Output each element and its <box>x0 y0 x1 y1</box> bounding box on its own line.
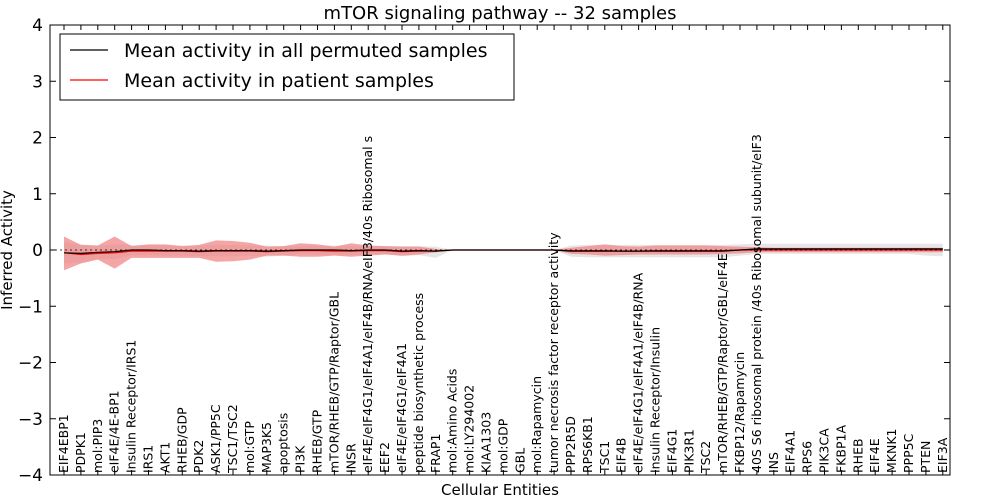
x-tick-label: EEF2 <box>377 442 392 473</box>
x-tick-label: AKT1 <box>157 442 172 473</box>
x-axis-label: Cellular Entities <box>441 481 559 499</box>
x-tick-label: apoptosis <box>276 413 291 473</box>
x-tick-label: Insulin Receptor/Insulin <box>648 327 663 473</box>
y-axis-label: Inferred Activity <box>0 190 16 310</box>
y-tick-label: −1 <box>18 297 43 317</box>
x-tick-label: INSR <box>343 443 358 473</box>
y-tick-label: 2 <box>32 129 43 149</box>
y-tick-label: 0 <box>32 241 43 261</box>
x-tick-label: MAP3K5 <box>259 422 274 473</box>
x-tick-label: mol:LY294002 <box>462 385 477 473</box>
x-tick-label: FKBP12/Rapamycin <box>732 352 747 473</box>
confidence-bands <box>64 236 943 271</box>
x-tick-label: mol:Amino Acids <box>445 369 460 473</box>
x-tick-label: PI3K <box>293 445 308 473</box>
x-tick-label: TSC2 <box>698 441 713 474</box>
x-tick-label: mTOR/RHEB/GTP/Raptor/GBL <box>326 292 341 473</box>
y-tick-label: 4 <box>32 16 43 36</box>
x-tick-label: RHEB <box>850 438 865 473</box>
x-tick-label: EIF4E <box>867 438 882 473</box>
x-tick-label: EIF4G1 <box>664 429 679 473</box>
line-series-0 <box>63 248 943 255</box>
legend: Mean activity in all permuted samples Me… <box>59 33 515 101</box>
x-axis <box>63 25 944 475</box>
x-tick-label: PPP5C <box>901 433 916 473</box>
x-tick-label: RHEB/GTP <box>310 409 325 473</box>
x-tick-label: MKNK1 <box>884 429 899 473</box>
x-tick-label: GBL <box>512 448 527 473</box>
y-tick-label: −4 <box>18 466 43 486</box>
x-tick-label: 40S S6 ribosomal protein /40s Ribosomal … <box>749 134 764 473</box>
y-tick-label: −3 <box>18 410 43 430</box>
legend-label-patient: Mean activity in patient samples <box>124 70 434 92</box>
x-tick-label: FKBP1A <box>833 425 848 473</box>
x-tick-label: PDK2 <box>191 440 206 473</box>
x-tick-label: PDPK1 <box>73 432 88 473</box>
x-tick-label: RHEB/GDP <box>174 407 189 473</box>
x-tick-label: Insulin Receptor/IRS1 <box>124 340 139 473</box>
x-tick-label: ASK1/PP5C <box>208 404 223 473</box>
legend-label-permuted: Mean activity in all permuted samples <box>124 40 487 62</box>
x-tick-label: PIK3R1 <box>681 429 696 473</box>
x-tick-labels: EIF4EBP1 PDPK1 mol:PIP3 eIF4E/4E-BP1 Insulin… <box>56 134 950 474</box>
x-tick-label: peptide biosynthetic process <box>411 293 426 473</box>
x-tick-label: FRAP1 <box>428 434 443 473</box>
chart-title: mTOR signaling pathway -- 32 samples <box>324 3 677 24</box>
x-tick-label: TSC1 <box>597 441 612 474</box>
y-tick-label: 3 <box>32 72 43 92</box>
x-tick-label: RPS6KB1 <box>580 416 595 473</box>
x-tick-label: mol:GDP <box>495 418 510 473</box>
x-tick-label: KIAA1303 <box>479 412 494 473</box>
x-tick-label: EIF3A <box>935 437 950 473</box>
x-tick-label: INS <box>766 452 781 473</box>
x-tick-label: EIF4B <box>614 438 629 473</box>
x-tick-label: mol:PIP3 <box>90 419 105 473</box>
x-tick-label: PTEN <box>918 441 933 473</box>
x-tick-label: mol:GTP <box>242 421 257 473</box>
x-tick-label: eIF4E/eIF4G1/eIF4A1/eIF4B/RNA/eIF3/40s R… <box>360 136 375 473</box>
legend-box <box>59 33 515 101</box>
x-tick-label: tumor necrosis factor receptor activity <box>546 232 561 473</box>
x-tick-label: EIF4EBP1 <box>56 414 71 473</box>
x-tick-label: mTOR/RHEB/GTP/Raptor/GBL/eIF4E <box>715 253 730 473</box>
x-tick-label: PPP2R5D <box>563 416 578 473</box>
x-tick-label: EIF4A1 <box>783 430 798 473</box>
x-tick-label: eIF4E/eIF4G1/eIF4A1/eIF4B/RNA <box>631 272 646 473</box>
y-axis: −4 −3 −2 −1 0 1 2 3 4 <box>18 16 950 486</box>
y-tick-label: −2 <box>18 354 43 374</box>
x-tick-label: IRS1 <box>141 445 156 473</box>
x-tick-label: eIF4E/4E-BP1 <box>107 390 122 473</box>
y-tick-label: 1 <box>32 185 43 205</box>
band-series-1 <box>64 236 943 271</box>
x-tick-label: mol:Rapamycin <box>529 376 544 473</box>
x-tick-label: TSC1/TSC2 <box>225 404 240 474</box>
x-tick-label: eIF4E/eIF4G1/eIF4A1 <box>394 343 409 473</box>
x-tick-label: PIK3CA <box>817 428 832 473</box>
x-tick-label: RPS6 <box>800 441 815 473</box>
